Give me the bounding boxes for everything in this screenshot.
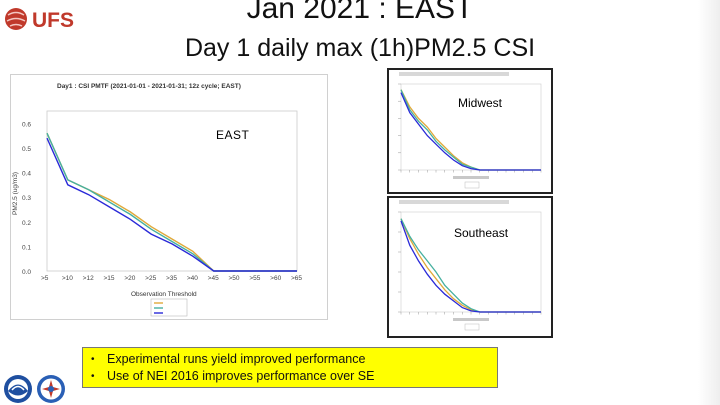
legend-box <box>464 323 480 331</box>
chart-panel-east: Day1 : CSI PMTF (2021-01-01 - 2021-01-31… <box>10 74 328 320</box>
chart-panel-southeast <box>387 196 553 338</box>
x-tick-label: >45 <box>208 275 219 282</box>
x-tick-label: >5 <box>41 275 49 282</box>
x-tick-label: >50 <box>229 275 240 282</box>
note-item: • Use of NEI 2016 improves performance ov… <box>91 368 491 385</box>
y-tick-label: 0.0 <box>22 269 31 276</box>
series-line <box>400 220 541 313</box>
chart-southeast <box>398 200 542 331</box>
chart-midwest <box>398 72 542 189</box>
noaa-logo <box>4 375 32 403</box>
plot-area <box>46 110 298 272</box>
x-tick-label: >40 <box>187 275 198 282</box>
x-tick-label: >35 <box>166 275 177 282</box>
y-tick-label: 0.4 <box>22 171 31 178</box>
x-axis-label: Observation Threshold <box>131 291 197 298</box>
chart-title-placeholder <box>399 200 509 204</box>
x-tick-label: >55 <box>249 275 260 282</box>
note-text: Experimental runs yield improved perform… <box>107 352 366 366</box>
ufs-logo-text: UFS <box>32 9 74 32</box>
bullet-icon: • <box>91 354 95 365</box>
y-tick-label: 0.2 <box>22 220 31 227</box>
chart-title: Day1 : CSI PMTF (2021-01-01 - 2021-01-31… <box>57 83 241 90</box>
chart-title-placeholder <box>399 72 509 76</box>
note-item: • Experimental runs yield improved perfor… <box>91 351 491 368</box>
y-tick-label: 0.1 <box>22 244 31 251</box>
x-tick-label: >10 <box>62 275 73 282</box>
x-tick-label: >60 <box>270 275 281 282</box>
region-label-midwest: Midwest <box>458 96 503 110</box>
x-tick-label: >65 <box>291 275 302 282</box>
y-axis-label: PM2.5 (ug/m3) <box>12 172 19 215</box>
x-tick-label: >25 <box>145 275 156 282</box>
legend-box <box>464 181 480 189</box>
ufs-logo: UFS <box>5 8 74 32</box>
bullet-icon: • <box>91 371 95 382</box>
x-tick-label: >12 <box>83 275 94 282</box>
x-axis-label-placeholder <box>453 318 489 321</box>
x-axis-label-placeholder <box>453 176 489 179</box>
notes-box: • Experimental runs yield improved perfor… <box>82 347 498 388</box>
x-tick-label: >20 <box>124 275 135 282</box>
region-label-southeast: Southeast <box>454 226 509 240</box>
slide-title: Jan 2021 : EAST <box>246 0 474 25</box>
y-tick-label: 0.3 <box>22 195 31 202</box>
region-label-east: EAST <box>216 128 250 142</box>
nws-logo <box>37 375 65 403</box>
y-tick-label: 0.5 <box>22 146 31 153</box>
slide-subtitle: Day 1 daily max (1h)PM2.5 CSI <box>184 34 536 62</box>
x-tick-label: >15 <box>104 275 115 282</box>
y-tick-label: 0.6 <box>22 121 31 128</box>
series-line <box>46 137 297 272</box>
series-line <box>400 92 541 171</box>
chart-east: Day1 : CSI PMTF (2021-01-01 - 2021-01-31… <box>12 83 302 317</box>
chart-panel-midwest <box>387 68 553 194</box>
note-text: Use of NEI 2016 improves performance ove… <box>107 369 375 383</box>
plot-area <box>400 211 542 313</box>
slide-edge-shade <box>698 0 720 405</box>
